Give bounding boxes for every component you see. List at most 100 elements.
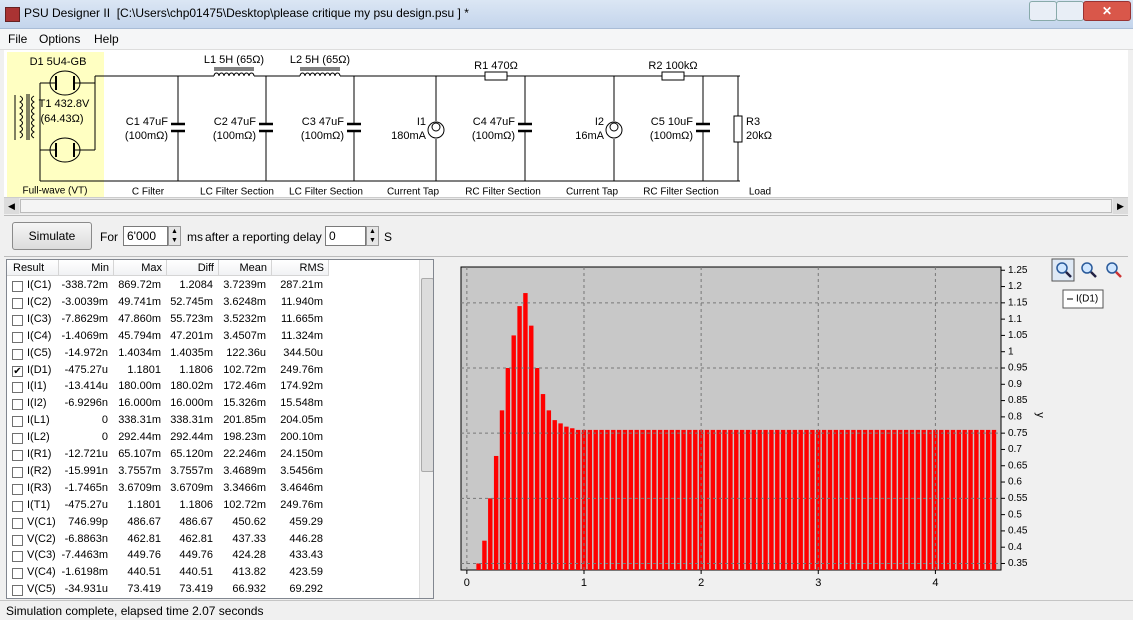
result-checkbox[interactable] bbox=[12, 281, 23, 292]
current-source bbox=[605, 121, 623, 139]
result-checkbox[interactable] bbox=[12, 348, 23, 360]
result-value: -1.6198m bbox=[61, 566, 108, 579]
result-checkbox[interactable] bbox=[12, 517, 23, 529]
result-value: 462.81 bbox=[179, 532, 213, 545]
scroll-right[interactable]: ▶ bbox=[1113, 198, 1128, 214]
result-value: 180.00m bbox=[118, 380, 161, 393]
scroll-thumb[interactable] bbox=[421, 278, 433, 472]
result-checkbox[interactable] bbox=[12, 466, 23, 478]
result-value: 15.548m bbox=[280, 397, 323, 410]
result-checkbox[interactable] bbox=[12, 450, 23, 461]
column-header[interactable]: Result bbox=[7, 260, 59, 276]
minimize-button[interactable] bbox=[1029, 1, 1057, 21]
section-label: Load bbox=[749, 187, 771, 197]
result-value: 424.28 bbox=[232, 549, 266, 562]
result-value: 1.4035m bbox=[170, 346, 213, 359]
result-checkbox[interactable] bbox=[12, 382, 23, 394]
result-name: V(C4) bbox=[27, 566, 56, 579]
scroll-left[interactable]: ◀ bbox=[4, 198, 19, 214]
column-header[interactable]: Diff bbox=[167, 260, 219, 276]
result-value: 440.51 bbox=[179, 566, 213, 579]
delay-spinner[interactable]: ▲ ▼ bbox=[366, 226, 379, 246]
duration-input[interactable]: 6'000 bbox=[123, 226, 168, 246]
window-title: PSU Designer II [C:\Users\chp01475\Deskt… bbox=[24, 6, 469, 20]
duration-spinner[interactable]: ▲ ▼ bbox=[168, 226, 181, 246]
result-value: 73.419 bbox=[179, 583, 213, 596]
result-value: -6.9296n bbox=[64, 397, 108, 410]
column-header[interactable]: Mean bbox=[219, 260, 272, 276]
column-header[interactable]: Max bbox=[114, 260, 167, 276]
delay-unit: S bbox=[384, 230, 393, 244]
result-value: 11.940m bbox=[281, 295, 323, 308]
bar bbox=[944, 429, 950, 570]
bar bbox=[980, 429, 985, 570]
menu-item[interactable]: Help bbox=[94, 32, 119, 46]
menu-item[interactable]: File bbox=[8, 32, 28, 46]
bar bbox=[757, 429, 762, 570]
result-checkbox[interactable]: ✔ bbox=[12, 365, 23, 377]
result-checkbox[interactable] bbox=[12, 433, 23, 445]
result-checkbox[interactable] bbox=[12, 585, 23, 597]
result-name: I(L1) bbox=[27, 414, 50, 427]
result-value: 11.665m bbox=[281, 312, 323, 325]
bar bbox=[751, 429, 757, 570]
result-value: -6.8863n bbox=[64, 532, 108, 545]
result-checkbox[interactable] bbox=[12, 399, 23, 411]
result-checkbox[interactable] bbox=[12, 331, 23, 343]
close-button[interactable]: ✕ bbox=[1083, 1, 1131, 21]
result-value: 344.50u bbox=[283, 346, 323, 359]
bar bbox=[534, 368, 540, 570]
simulate-button[interactable]: Simulate bbox=[12, 222, 92, 250]
result-value: 249.76m bbox=[280, 363, 323, 376]
maximize-button[interactable] bbox=[1056, 1, 1084, 21]
component-label: C1 47uF bbox=[126, 116, 168, 128]
bar bbox=[833, 429, 839, 570]
result-checkbox[interactable] bbox=[12, 314, 23, 326]
menu-item[interactable]: Options bbox=[39, 32, 81, 46]
bar bbox=[681, 429, 686, 570]
bar bbox=[693, 429, 698, 570]
result-checkbox[interactable] bbox=[12, 534, 23, 546]
bar bbox=[704, 429, 710, 570]
component-label: (100mΩ) bbox=[650, 130, 693, 142]
result-name: V(C3) bbox=[27, 549, 56, 562]
bar bbox=[939, 429, 944, 570]
result-checkbox[interactable] bbox=[12, 568, 23, 580]
result-checkbox[interactable] bbox=[12, 297, 23, 309]
bar bbox=[851, 429, 856, 570]
bar bbox=[903, 429, 909, 570]
bar bbox=[687, 429, 692, 570]
result-value: 180.02m bbox=[170, 380, 213, 393]
horizontal-scrollbar[interactable]: ◀ ▶ bbox=[4, 197, 1128, 214]
bar bbox=[652, 429, 657, 570]
vertical-scrollbar[interactable] bbox=[419, 260, 433, 598]
bar bbox=[810, 429, 815, 570]
result-value: -14.972n bbox=[64, 346, 108, 359]
column-header[interactable]: RMS bbox=[272, 260, 329, 276]
column-header[interactable]: Min bbox=[59, 260, 114, 276]
y-tick-label: 1.05 bbox=[1008, 330, 1028, 341]
result-name: I(R2) bbox=[27, 464, 52, 477]
y-tick-label: 0.45 bbox=[1008, 526, 1028, 537]
diode-label: D1 5U4-GB bbox=[30, 56, 87, 68]
bar bbox=[909, 429, 915, 570]
delay-input[interactable]: 0 bbox=[325, 226, 366, 246]
component-label: C2 47uF bbox=[214, 116, 256, 128]
result-checkbox[interactable] bbox=[12, 500, 23, 512]
current-source-inner bbox=[609, 122, 619, 132]
result-value: 292.44m bbox=[118, 431, 161, 444]
y-tick-label: 1.15 bbox=[1008, 297, 1028, 308]
component-label: (100mΩ) bbox=[472, 130, 515, 142]
bar bbox=[962, 429, 967, 570]
result-value: 449.76 bbox=[179, 549, 213, 562]
result-value: 1.4034m bbox=[118, 346, 161, 359]
x-tick-label: 0 bbox=[464, 577, 470, 589]
result-checkbox[interactable] bbox=[12, 483, 23, 495]
result-checkbox[interactable] bbox=[12, 416, 23, 428]
result-checkbox[interactable] bbox=[12, 551, 23, 563]
x-tick-label: 2 bbox=[698, 577, 704, 589]
for-label: For bbox=[100, 230, 118, 244]
scroll-thumb[interactable] bbox=[20, 199, 1112, 213]
result-value: 287.21m bbox=[280, 279, 323, 291]
result-value: 1.1801 bbox=[127, 498, 161, 511]
